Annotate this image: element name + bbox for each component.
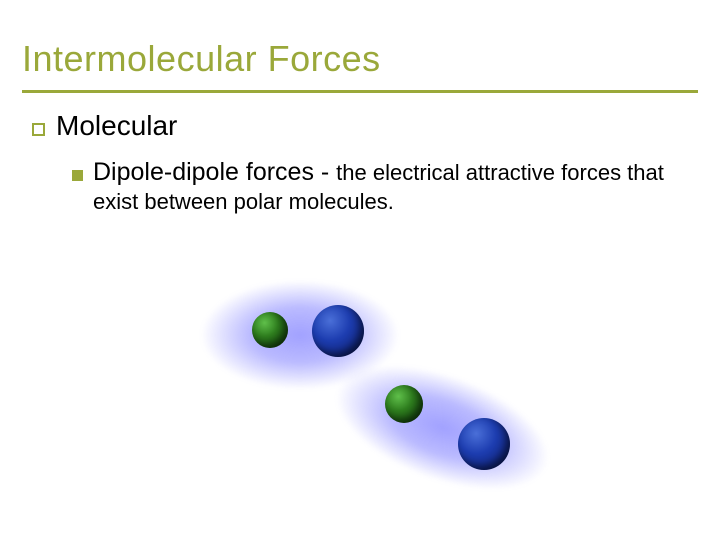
level1-text: Molecular [56,110,177,142]
bullet-level1-icon [32,123,45,136]
green-atom [252,312,288,348]
blue-atom [458,418,510,470]
page-title: Intermolecular Forces [22,38,381,80]
green-atom [385,385,423,423]
molecule-diagram [200,270,560,490]
blue-atom [312,305,364,357]
level2-lead: Dipole-dipole forces - [93,158,336,186]
bullet-level2-icon [72,170,83,181]
title-underline [22,90,698,93]
level2-text: Dipole-dipole forces - the electrical at… [93,157,673,216]
